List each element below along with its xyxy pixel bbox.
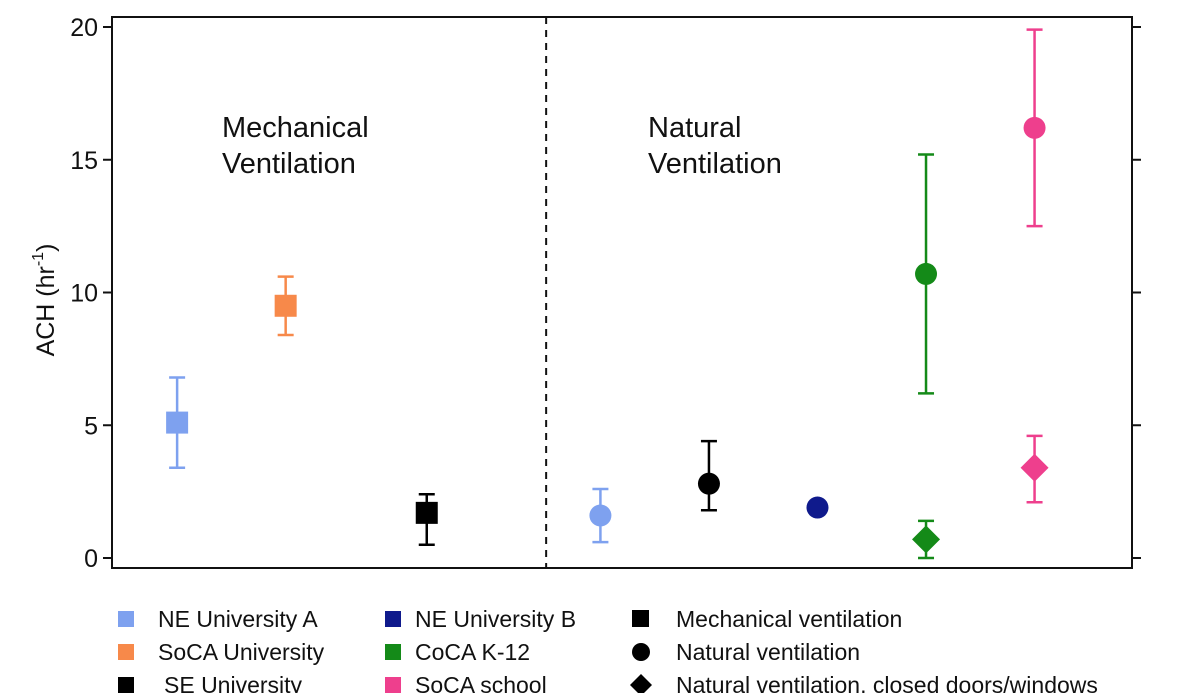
marker-coca-k-12-diamond-7: [912, 525, 941, 554]
legend-label-coca-k12: CoCA K-12: [415, 639, 530, 665]
data-points: [166, 28, 1049, 560]
y-tick-label-10: 10: [70, 280, 98, 308]
marker-soca-school-circle-8: [1023, 116, 1046, 139]
legend-marker-diamond: [630, 674, 652, 693]
y-axis-title-close: ): [32, 244, 60, 252]
marker-ne-university-b-circle-5: [806, 496, 829, 519]
y-tick-label-5: 5: [84, 412, 98, 440]
legend-label-ne-university-b: NE University B: [415, 606, 576, 632]
marker-se-university-circle-4: [697, 472, 720, 495]
legend: NE University A SoCA University SE Unive…: [118, 606, 1098, 693]
region-label-natural-1: Natural: [648, 112, 742, 144]
legend-swatch-soca-school: [385, 677, 401, 693]
y-axis-title-main: ACH (hr: [32, 266, 60, 356]
region-label-mechanical-2: Ventilation: [222, 148, 356, 180]
region-label-mechanical-1: Mechanical: [222, 112, 369, 144]
legend-label-soca-university: SoCA University: [158, 639, 325, 665]
legend-label-se-university: SE University: [164, 672, 303, 693]
y-tick-label-0: 0: [84, 545, 98, 573]
legend-label-natural-ventilation-closed: Natural ventilation, closed doors/window…: [676, 672, 1098, 693]
legend-label-soca-school: SoCA school: [415, 672, 547, 693]
marker-ne-university-a-circle-3: [589, 504, 612, 527]
legend-swatch-se-university: [118, 677, 134, 693]
y-axis-title: ACH (hr-1): [30, 244, 60, 357]
plot-frame: [111, 16, 1133, 569]
y-tick-label-15: 15: [70, 147, 98, 175]
y-axis-title-sup: -1: [30, 252, 47, 266]
marker-soca-school-diamond-9: [1020, 453, 1049, 482]
legend-marker-circle: [632, 643, 650, 661]
marker-coca-k-12-circle-6: [915, 262, 938, 285]
legend-label-natural-ventilation: Natural ventilation: [676, 639, 860, 665]
legend-marker-square: [632, 610, 649, 627]
legend-swatch-soca-university: [118, 644, 134, 660]
marker-se-university-square-2: [415, 501, 438, 524]
legend-swatch-ne-university-a: [118, 611, 134, 627]
marker-soca-university-square-1: [274, 294, 297, 317]
legend-label-mechanical-ventilation: Mechanical ventilation: [676, 606, 902, 632]
svg-text:ACH (hr-1): ACH (hr-1): [30, 244, 60, 357]
y-ticks: 0 5 10 15 20: [70, 14, 1141, 573]
y-tick-label-20: 20: [70, 14, 98, 42]
legend-label-ne-university-a: NE University A: [158, 606, 318, 632]
marker-ne-university-a-square-0: [166, 411, 189, 434]
region-label-natural-2: Ventilation: [648, 148, 782, 180]
legend-swatch-ne-university-b: [385, 611, 401, 627]
legend-swatch-coca-k12: [385, 644, 401, 660]
